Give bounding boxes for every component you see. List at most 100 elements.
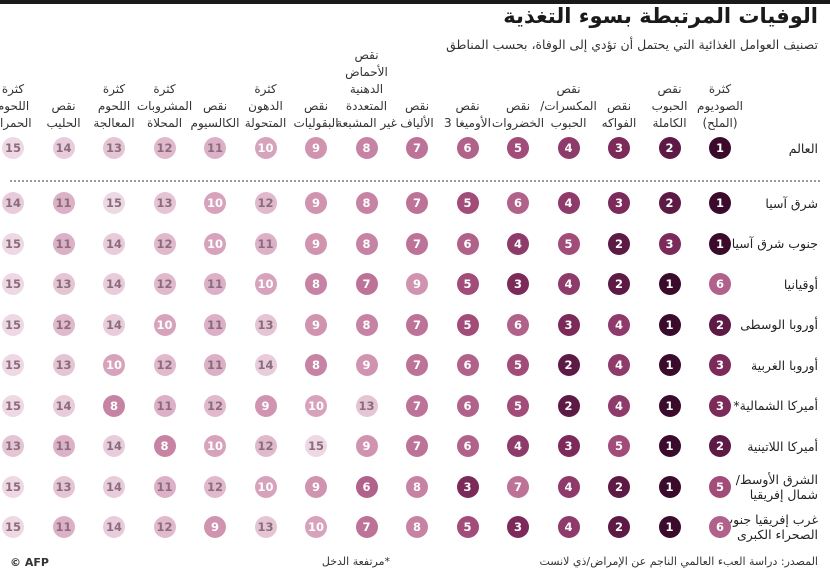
rank-circle: 5: [608, 435, 630, 457]
rank-circle: 15: [103, 192, 125, 214]
rank-circle: 13: [2, 435, 24, 457]
rank-circle: 10: [103, 354, 125, 376]
rank-circle: 3: [557, 313, 580, 336]
row-label-line: أوقيانيا: [783, 276, 818, 292]
rank-circle: 5: [709, 475, 731, 498]
rank-circle: 14: [103, 516, 125, 538]
column-header: نقص البقوليات: [280, 98, 352, 132]
rank-circle: 13: [52, 273, 75, 295]
column-header-line: نقص: [657, 82, 682, 96]
rank-circle: 13: [103, 137, 125, 159]
rank-circle: 15: [2, 232, 24, 255]
rank-circle: 6: [456, 435, 479, 457]
rank-circle: 12: [153, 516, 176, 538]
rank-circle: 1: [658, 313, 681, 336]
rank-circle: 14: [103, 232, 125, 255]
row-label: أوروبا الوسطى: [728, 317, 818, 332]
row-label-line: أوروبا الوسطى: [740, 317, 818, 332]
afp-logo: © AFP: [10, 556, 49, 569]
rank-circle: 1: [658, 354, 681, 376]
chart-subtitle: تصنيف العوامل الغذائية التي يحتمل أن تؤد…: [446, 37, 818, 52]
rank-circle: 1: [709, 137, 731, 159]
rank-circle: 5: [456, 516, 479, 538]
row-label: أوقيانيا: [728, 277, 818, 292]
rank-circle: 7: [355, 516, 378, 538]
rank-circle: 13: [52, 475, 75, 498]
rank-circle: 3: [608, 192, 630, 214]
column-header-line: كثرة: [708, 82, 732, 96]
rank-circle: 12: [153, 232, 176, 255]
column-header-line: الحبوب: [651, 99, 688, 113]
rank-circle: 12: [153, 273, 176, 295]
rank-circle: 3: [709, 354, 731, 376]
rank-circle: 7: [406, 313, 428, 336]
column-header-line: اللحوم: [97, 99, 131, 113]
rank-circle: 7: [406, 394, 428, 417]
rank-circle: 1: [658, 435, 681, 457]
column-header-line: (الملح): [702, 116, 738, 130]
column-header-line: غير المشبعة: [336, 116, 397, 130]
rank-circle: 4: [557, 192, 580, 214]
column-header-line: البقوليات: [293, 116, 339, 130]
rank-circle: 13: [254, 313, 277, 336]
rank-circle: 4: [557, 475, 580, 498]
rank-circle: 10: [305, 394, 327, 417]
rank-circle: 10: [153, 313, 176, 336]
rank-circle: 7: [406, 192, 428, 214]
rank-circle: 11: [204, 137, 226, 159]
rank-circle: 8: [355, 192, 378, 214]
column-header-line: الكالسيوم: [190, 116, 240, 130]
rank-circle: 10: [204, 232, 226, 255]
row-label: أميركا الشمالية*: [728, 398, 818, 413]
rank-circle: 5: [456, 192, 479, 214]
row-label-line: شمال إفريقيا: [749, 486, 818, 502]
column-header-line: المحلاة: [146, 116, 183, 130]
column-header-line: الحمراء: [0, 116, 32, 130]
column-header-line: نقص: [505, 99, 531, 113]
rank-circle: 8: [305, 273, 327, 295]
column-header-line: كثرة: [153, 82, 176, 96]
rank-circle: 4: [557, 273, 580, 295]
row-label-line: شرق آسيا: [765, 195, 818, 211]
rank-circle: 10: [254, 475, 277, 498]
rank-circle: 11: [204, 354, 226, 376]
rank-circle: 9: [406, 273, 428, 295]
column-header: نقص الأحماض الدهنية المتعددة غير المشبعة: [331, 47, 403, 132]
rank-circle: 7: [355, 273, 378, 295]
rank-circle: 2: [709, 435, 731, 457]
rank-circle: 11: [52, 435, 75, 457]
rank-circle: 12: [153, 354, 176, 376]
column-header-line: كثرة: [254, 82, 277, 96]
rank-circle: 1: [658, 516, 681, 538]
rank-circle: 15: [2, 516, 24, 538]
rank-circle: 1: [709, 192, 731, 214]
rank-circle: 15: [2, 273, 24, 295]
column-header-line: الصوديوم: [697, 99, 743, 113]
rank-circle: 9: [204, 516, 226, 538]
column-header-line: كثرة: [102, 82, 126, 96]
rank-circle: 8: [103, 394, 125, 417]
rank-circle: 12: [204, 475, 226, 498]
rank-circle: 2: [608, 475, 630, 498]
column-header-line: الحبوب: [550, 116, 587, 130]
column-header-line: الخضروات: [491, 116, 545, 130]
rank-circle: 2: [608, 273, 630, 295]
rank-circle: 13: [52, 354, 75, 376]
footer-source: المصدر: دراسة العبء العالمي الناجم عن ال…: [539, 555, 818, 568]
column-header-line: نقص: [51, 99, 76, 113]
column-header: كثرة اللحوم الحمراء: [0, 81, 49, 132]
column-header: نقص الحليب: [28, 98, 100, 132]
rank-circle: 6: [507, 313, 529, 336]
rank-circle: 14: [52, 137, 75, 159]
rank-circle: 9: [305, 232, 327, 255]
rank-circle: 15: [2, 137, 24, 159]
rank-circle: 3: [507, 516, 529, 538]
rank-circle: 4: [608, 354, 630, 376]
row-label-line: الصحراء الكبرى: [736, 527, 818, 542]
rank-circle: 2: [658, 192, 681, 214]
rank-circle: 14: [103, 313, 125, 336]
rank-circle: 6: [456, 354, 479, 376]
rank-circle: 2: [557, 394, 580, 417]
column-header: كثرة اللحوم المعالجة: [78, 81, 150, 132]
rank-circle: 14: [52, 394, 75, 417]
